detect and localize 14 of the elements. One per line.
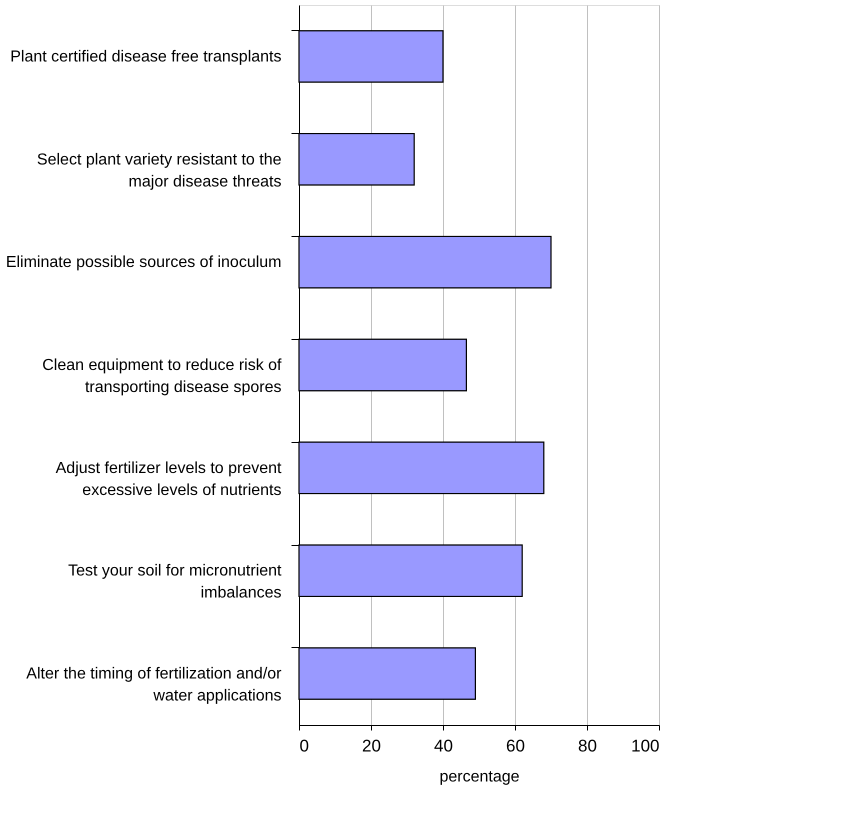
y-tick-label: Plant certified disease free transplants — [10, 48, 282, 66]
x-tick-label: 80 — [578, 736, 597, 756]
y-tick-label: Eliminate possible sources of inoculum — [6, 254, 282, 272]
y-tick-label: Alter the timing of fertilization and/or water applications — [26, 666, 282, 705]
y-tick-label: Adjust fertilizer levels to prevent excessive levels of nutrients — [56, 460, 282, 499]
x-tick-label: 40 — [434, 736, 453, 756]
x-axis-title: percentage — [439, 768, 520, 786]
y-tick-label: Select plant variety resistant to the major disease threats — [36, 151, 282, 190]
x-tick-label: 20 — [362, 736, 381, 756]
x-tick-label: 60 — [506, 736, 525, 756]
y-tick-label: Clean equipment to reduce risk of transporting disease spores — [42, 357, 282, 396]
y-tick-label: Test your soil for micronutrient imbalances — [68, 562, 282, 602]
x-tick-label: 0 — [300, 736, 309, 756]
x-tick-label: 100 — [631, 736, 660, 756]
